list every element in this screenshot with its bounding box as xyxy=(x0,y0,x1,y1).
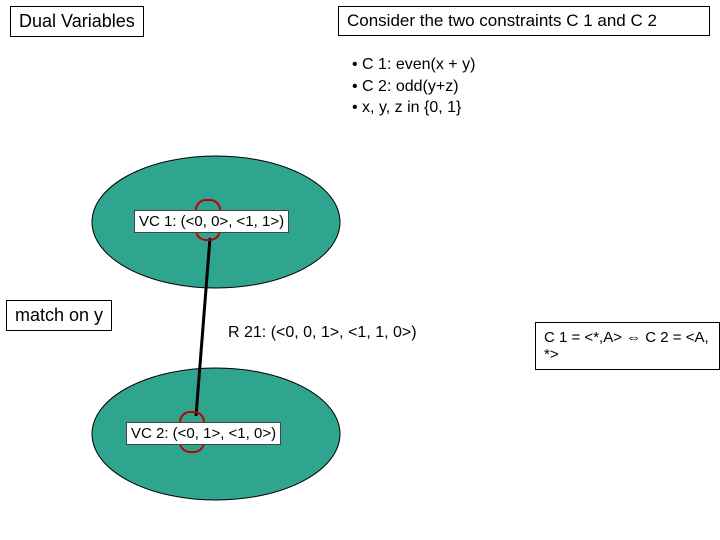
constraints-list: C 1: even(x + y) C 2: odd(y+z) x, y, z i… xyxy=(338,50,710,123)
page-title: Dual Variables xyxy=(10,6,144,37)
r21-label: R 21: (<0, 0, 1>, <1, 1, 0>) xyxy=(228,324,417,342)
constraint-item: x, y, z in {0, 1} xyxy=(352,97,706,119)
match-on-y-label: match on y xyxy=(6,300,112,331)
formula-label: C 1 = <*,A> ⇔ C 2 = <A, *> xyxy=(535,322,720,370)
vc1-label: VC 1: (<0, 0>, <1, 1>) xyxy=(134,210,289,233)
constraint-item: C 2: odd(y+z) xyxy=(352,76,706,98)
constraint-item: C 1: even(x + y) xyxy=(352,54,706,76)
constraints-header: Consider the two constraints C 1 and C 2 xyxy=(338,6,710,36)
vc2-label: VC 2: (<0, 1>, <1, 0>) xyxy=(126,422,281,445)
